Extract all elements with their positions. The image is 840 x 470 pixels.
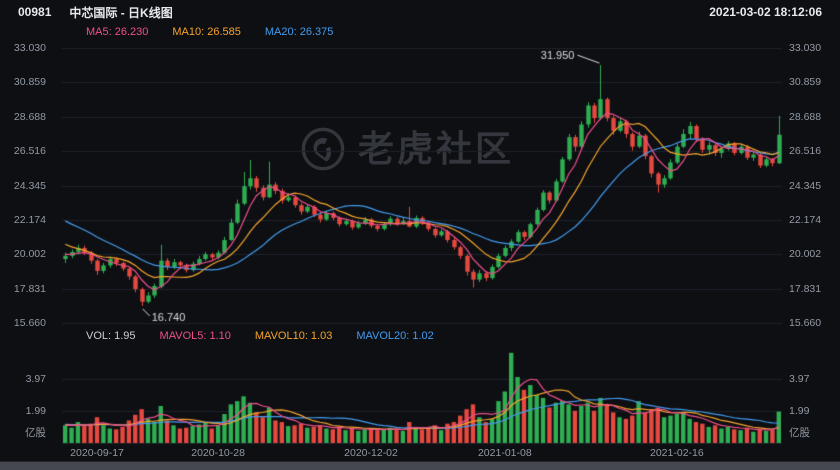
- date-axis-label: 2020-12-02: [344, 447, 398, 459]
- horizontal-scrollbar[interactable]: [0, 461, 840, 470]
- stock-code: 00981: [18, 5, 52, 19]
- date-axis-label: 2020-09-17: [70, 447, 124, 459]
- date-axis-label: 2021-01-08: [477, 447, 532, 459]
- volume-legend: VOL: 1.95 MAVOL5: 1.10 MAVOL10: 1.03 MAV…: [86, 330, 434, 342]
- ma10-legend: MA10: 26.585: [172, 26, 241, 38]
- ma-legend: MA5: 26.230 MA10: 26.585 MA20: 26.375: [86, 26, 333, 38]
- mavol20-legend-value: MAVOL20: 1.02: [356, 330, 434, 342]
- ma5-legend: MA5: 26.230: [86, 26, 149, 38]
- mavol10-legend-value: MAVOL10: 1.03: [254, 330, 333, 342]
- timestamp: 2021-03-02 18:12:06: [709, 5, 822, 19]
- vol-legend-value: VOL: 1.95: [86, 330, 136, 342]
- header: 00981 中芯国际 - 日K线图 2021-03-02 18:12:06: [0, 0, 840, 24]
- volume-chart-canvas[interactable]: [0, 346, 840, 446]
- price-chart-canvas[interactable]: [0, 44, 840, 344]
- date-axis-label: 2021-02-16: [650, 447, 704, 459]
- ma20-legend: MA20: 26.375: [264, 26, 334, 38]
- chart-title: 中芯国际 - 日K线图: [69, 5, 173, 20]
- date-axis-label: 2020-10-28: [191, 447, 245, 459]
- mavol5-legend-value: MAVOL5: 1.10: [159, 330, 231, 342]
